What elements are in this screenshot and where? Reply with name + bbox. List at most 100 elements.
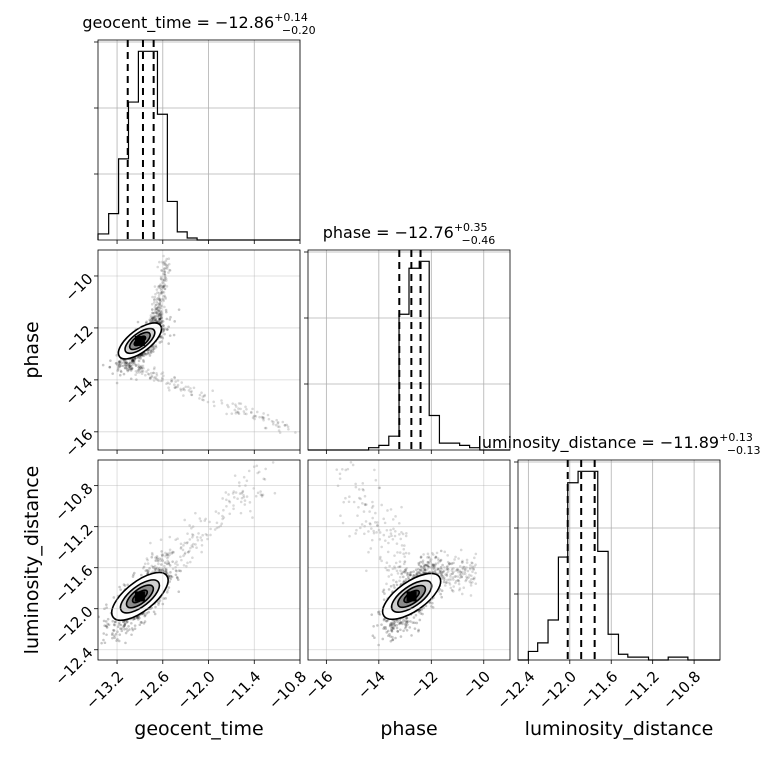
scatter-point bbox=[123, 359, 126, 362]
scatter-point bbox=[422, 571, 425, 575]
scatter-point bbox=[402, 579, 406, 583]
scatter-point bbox=[159, 313, 163, 316]
scatter-point bbox=[200, 538, 204, 542]
scatter-point bbox=[102, 632, 106, 635]
scatter-point bbox=[424, 563, 427, 567]
scatter-point bbox=[419, 560, 422, 564]
scatter-point bbox=[450, 572, 454, 575]
scatter-point bbox=[228, 500, 232, 504]
scatter-point bbox=[139, 370, 143, 374]
scatter-point bbox=[180, 558, 183, 562]
scatter-point bbox=[154, 345, 158, 349]
scatter-point bbox=[201, 395, 205, 398]
scatter-point bbox=[129, 369, 133, 372]
scatter-point bbox=[163, 283, 167, 287]
scatter-point bbox=[130, 627, 134, 630]
scatter-point bbox=[402, 552, 405, 556]
scatter-point bbox=[172, 333, 176, 337]
scatter-point bbox=[393, 624, 397, 628]
scatter-point bbox=[400, 544, 404, 547]
scatter-point bbox=[116, 367, 120, 371]
scatter-point bbox=[457, 578, 460, 582]
scatter-point bbox=[450, 588, 454, 592]
scatter-point bbox=[419, 568, 422, 572]
scatter-point bbox=[102, 619, 106, 623]
scatter-point bbox=[165, 382, 168, 386]
scatter-point bbox=[113, 620, 117, 624]
scatter-point bbox=[159, 288, 163, 292]
scatter-point bbox=[242, 475, 246, 479]
scatter-point bbox=[446, 567, 450, 571]
scatter-point bbox=[399, 620, 403, 624]
scatter-point bbox=[236, 497, 239, 501]
scatter-point bbox=[403, 570, 406, 574]
scatter-point bbox=[417, 628, 420, 632]
scatter-point bbox=[138, 623, 142, 627]
scatter-point bbox=[446, 570, 450, 573]
scatter-point bbox=[157, 315, 161, 319]
scatter-point bbox=[168, 268, 171, 272]
scatter-point bbox=[378, 613, 382, 616]
scatter-point bbox=[119, 623, 123, 627]
scatter-point bbox=[166, 559, 169, 563]
scatter-point bbox=[251, 416, 255, 420]
scatter-body bbox=[98, 461, 277, 645]
scatter-point bbox=[160, 287, 163, 290]
scatter-point bbox=[412, 573, 416, 577]
scatter-point bbox=[141, 364, 145, 368]
scatter-point bbox=[128, 367, 132, 370]
scatter-point bbox=[158, 318, 162, 321]
panel-title-phase: phase = −12.76+0.35 −0.46 bbox=[323, 221, 496, 247]
scatter-point bbox=[370, 527, 373, 530]
scatter-point bbox=[127, 365, 131, 369]
scatter-point bbox=[158, 317, 162, 321]
scatter-point bbox=[446, 560, 450, 564]
scatter-point bbox=[254, 494, 258, 498]
scatter-point bbox=[155, 371, 158, 375]
scatter-point bbox=[426, 552, 430, 556]
title-prefix: luminosity_distance = bbox=[477, 433, 659, 453]
scatter-point bbox=[460, 575, 464, 579]
scatter-point bbox=[267, 417, 271, 421]
scatter-point bbox=[158, 302, 162, 306]
scatter-point bbox=[174, 385, 178, 389]
scatter-point bbox=[362, 488, 365, 492]
scatter-point bbox=[126, 369, 130, 373]
scatter-point bbox=[389, 635, 392, 638]
scatter-point bbox=[142, 354, 146, 358]
scatter-point bbox=[145, 352, 148, 356]
scatter-point bbox=[466, 576, 469, 580]
x-tick-label: −12.6 bbox=[128, 668, 173, 713]
scatter-point bbox=[399, 621, 402, 625]
scatter-point bbox=[405, 531, 408, 535]
scatter-point bbox=[472, 567, 475, 571]
scatter-point bbox=[357, 505, 360, 509]
scatter-point bbox=[452, 561, 456, 565]
scatter-point bbox=[158, 341, 162, 344]
scatter-point bbox=[163, 564, 166, 568]
scatter-point bbox=[126, 583, 129, 587]
scatter-point bbox=[163, 561, 167, 564]
scatter-point bbox=[387, 575, 391, 578]
scatter-point bbox=[419, 568, 422, 572]
scatter-point bbox=[157, 296, 161, 300]
scatter-point bbox=[125, 362, 129, 365]
scatter-point bbox=[182, 394, 185, 397]
scatter-point bbox=[153, 319, 157, 323]
scatter-point bbox=[153, 319, 157, 323]
scatter-point bbox=[169, 574, 172, 578]
scatter-point bbox=[130, 361, 134, 365]
y-axis-title-luminosity_distance: luminosity_distance bbox=[21, 466, 43, 655]
scatter-point bbox=[423, 569, 427, 572]
scatter-point bbox=[360, 523, 364, 526]
scatter-point bbox=[421, 559, 425, 562]
scatter-point bbox=[123, 624, 126, 627]
scatter-point bbox=[158, 313, 161, 316]
scatter-point bbox=[377, 610, 380, 614]
scatter-point bbox=[127, 368, 131, 372]
scatter-point bbox=[433, 567, 436, 571]
scatter-point bbox=[200, 391, 203, 395]
title-minus: −0.46 bbox=[462, 234, 496, 247]
scatter-point bbox=[142, 360, 146, 363]
scatter-point bbox=[161, 297, 164, 301]
